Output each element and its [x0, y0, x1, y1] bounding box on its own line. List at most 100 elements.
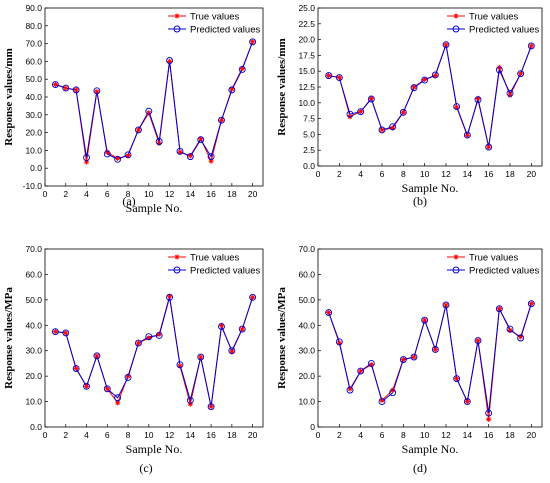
- legend-true-marker: [174, 13, 180, 19]
- true-value-point: [229, 86, 235, 92]
- y-tick-label: 30.0: [25, 110, 42, 120]
- legend-pred-marker: [173, 25, 181, 33]
- predicted-value-point: [453, 103, 461, 111]
- true-value-point: [63, 85, 69, 91]
- predicted-value-point: [155, 138, 163, 145]
- y-tick-label: 0.0: [303, 161, 315, 171]
- predicted-value-point: [431, 345, 439, 353]
- true-value-point: [187, 153, 193, 159]
- x-tick-label: 6: [380, 169, 385, 179]
- predicted-value-point: [166, 57, 174, 64]
- y-tick-label: 0.0: [30, 163, 42, 173]
- true-value-point: [198, 136, 204, 142]
- true-value-point: [208, 158, 214, 164]
- predicted-value-point: [346, 110, 354, 118]
- true-value-point: [475, 95, 481, 101]
- panel-label: (b): [413, 194, 427, 208]
- predicted-value-point: [197, 136, 205, 144]
- x-tick-label: 2: [63, 189, 68, 199]
- predicted-value-point: [421, 76, 429, 84]
- true-value-point: [347, 114, 353, 120]
- true-value-point: [336, 340, 342, 346]
- predicted-value-point: [207, 153, 215, 161]
- predicted-value-point: [410, 84, 418, 92]
- y-tick-label: 12.5: [298, 82, 315, 92]
- y-tick-label: 70.0: [25, 244, 42, 254]
- y-tick-label: 25.0: [298, 3, 315, 13]
- panel-a: -10.0 0.0 10.0 20.0 30.0 40.0 50.0 60.0 70.0 80.0…: [3, 3, 264, 215]
- true-value-point: [390, 387, 396, 393]
- y-tick-label: 0.0: [30, 422, 42, 432]
- plot-frame: [317, 248, 543, 428]
- predicted-value-point: [442, 301, 450, 309]
- predicted-value-point: [228, 86, 236, 94]
- true-value-point: [443, 42, 449, 48]
- legend-true-marker: [174, 254, 180, 260]
- predicted-value-point: [134, 126, 142, 134]
- x-tick-label: 4: [84, 189, 89, 199]
- true-values-line: [328, 303, 532, 420]
- x-tick-label: 16: [484, 430, 494, 440]
- true-value-point: [146, 110, 152, 116]
- predicted-value-point: [114, 155, 122, 163]
- x-tick-label: 10: [420, 430, 430, 440]
- legend-true-label: True values: [469, 253, 519, 264]
- x-tick-label: 2: [337, 430, 342, 440]
- true-value-point: [347, 386, 353, 392]
- true-value-point: [156, 331, 162, 337]
- predicted-value-point: [207, 403, 215, 411]
- legend-pred-label: Predicted values: [469, 25, 539, 36]
- true-value-point: [432, 346, 438, 353]
- true-value-point: [518, 334, 524, 340]
- true-value-point: [187, 401, 193, 407]
- y-tick-label: 22.5: [298, 19, 315, 29]
- y-axis-title: Response values/MPa: [3, 287, 15, 389]
- true-value-point: [52, 329, 58, 335]
- predicted-value-point: [228, 347, 236, 355]
- predicted-values-line: [55, 297, 254, 407]
- y-tick-label: -10.0: [23, 181, 43, 191]
- predicted-value-point: [431, 71, 439, 79]
- predicted-value-point: [103, 150, 111, 158]
- true-value-point: [358, 368, 364, 374]
- true-values-line: [55, 41, 254, 163]
- predicted-value-point: [357, 108, 365, 116]
- predicted-value-point: [517, 334, 525, 342]
- true-value-point: [496, 306, 502, 312]
- panel-c: 0.0 10.0 20.0 30.0 40.0 50.0 60.0 70.0 0 2 4 6 8 10 12…: [3, 244, 264, 475]
- x-tick-label: 2: [63, 430, 68, 440]
- y-tick-label: 5.0: [303, 129, 315, 139]
- true-value-point: [379, 127, 385, 133]
- y-tick-label: 30.0: [298, 346, 315, 356]
- x-tick-label: 10: [144, 430, 154, 440]
- predicted-value-point: [145, 107, 153, 115]
- x-tick-label: 18: [505, 430, 515, 440]
- true-value-point: [528, 301, 534, 307]
- predicted-value-point: [51, 328, 59, 336]
- predicted-value-point: [527, 42, 535, 50]
- y-axis-title: Response values/mm: [3, 48, 15, 145]
- predicted-value-point: [62, 84, 70, 92]
- legend-pred-marker: [452, 25, 460, 33]
- true-value-point: [379, 397, 385, 403]
- predicted-value-point: [506, 325, 514, 333]
- panel-d: 0 10.0 20.0 30.0 40.0 50.0 60.0 70.0 0 2 4 6 8 10 12 14…: [276, 244, 543, 475]
- true-value-point: [156, 140, 162, 146]
- x-tick-label: 12: [165, 430, 175, 440]
- y-axis-title: Response values/MPa: [276, 287, 288, 389]
- true-value-point: [166, 293, 173, 299]
- legend-pred-label: Predicted values: [190, 25, 260, 36]
- predicted-value-point: [93, 352, 101, 360]
- y-tick-label: 10.0: [298, 98, 315, 108]
- true-value-point: [400, 357, 406, 363]
- predicted-value-point: [72, 86, 80, 94]
- x-tick-label: 18: [505, 169, 515, 179]
- true-value-point: [218, 117, 225, 123]
- x-tick-label: 14: [463, 430, 473, 440]
- predicted-value-point: [389, 389, 397, 397]
- true-values-line: [55, 295, 254, 407]
- true-value-point: [336, 74, 342, 81]
- x-tick-label: 0: [43, 430, 48, 440]
- x-tick-label: 20: [248, 430, 258, 440]
- true-value-point: [83, 159, 90, 165]
